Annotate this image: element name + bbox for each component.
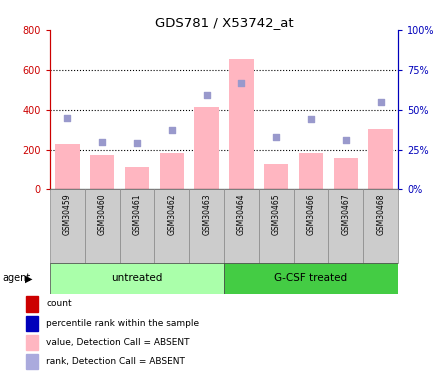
Text: GSM30466: GSM30466 (306, 193, 315, 235)
Bar (55, 144, 79, 189)
Bar (362, 189, 397, 262)
Bar (224, 262, 397, 294)
Point (272, 134, 279, 140)
Bar (26, 335, 38, 350)
Bar (90, 154, 114, 189)
Bar (224, 189, 258, 262)
Point (307, 116, 314, 122)
Text: untreated: untreated (111, 273, 162, 284)
Bar (263, 165, 288, 189)
Text: GSM30467: GSM30467 (341, 193, 349, 235)
Text: rank, Detection Call = ABSENT: rank, Detection Call = ABSENT (46, 357, 184, 366)
Text: count: count (46, 300, 72, 309)
Bar (154, 189, 189, 262)
Bar (333, 158, 357, 189)
Text: GSM30462: GSM30462 (167, 193, 176, 234)
Point (99, 139, 105, 145)
Point (64, 115, 71, 121)
Bar (189, 189, 224, 262)
Point (203, 92, 210, 98)
Bar (159, 153, 184, 189)
Bar (229, 59, 253, 189)
Bar (119, 189, 154, 262)
Text: GSM30465: GSM30465 (271, 193, 280, 235)
Bar (26, 296, 38, 312)
Text: percentile rank within the sample: percentile rank within the sample (46, 319, 199, 328)
Bar (50, 189, 85, 262)
Text: GSM30459: GSM30459 (63, 193, 72, 235)
Bar (293, 189, 328, 262)
Bar (194, 107, 218, 189)
Bar (258, 189, 293, 262)
Bar (328, 189, 362, 262)
Bar (368, 129, 392, 189)
Bar (298, 153, 322, 189)
Text: GSM30464: GSM30464 (237, 193, 245, 235)
Bar (125, 168, 149, 189)
Title: GDS781 / X53742_at: GDS781 / X53742_at (155, 16, 293, 29)
Point (342, 137, 349, 143)
Text: GSM30460: GSM30460 (98, 193, 106, 235)
Text: GSM30468: GSM30468 (375, 193, 384, 234)
Text: G-CSF treated: G-CSF treated (274, 273, 347, 284)
Bar (26, 354, 38, 369)
Text: GSM30463: GSM30463 (202, 193, 210, 235)
Point (237, 80, 244, 86)
Text: GSM30461: GSM30461 (132, 193, 141, 234)
Bar (26, 315, 38, 331)
Point (168, 128, 175, 134)
Point (133, 140, 140, 146)
Text: ▶: ▶ (25, 273, 33, 284)
Text: agent: agent (2, 273, 30, 284)
Point (376, 99, 383, 105)
Bar (85, 189, 119, 262)
Bar (50, 262, 224, 294)
Text: value, Detection Call = ABSENT: value, Detection Call = ABSENT (46, 338, 189, 347)
